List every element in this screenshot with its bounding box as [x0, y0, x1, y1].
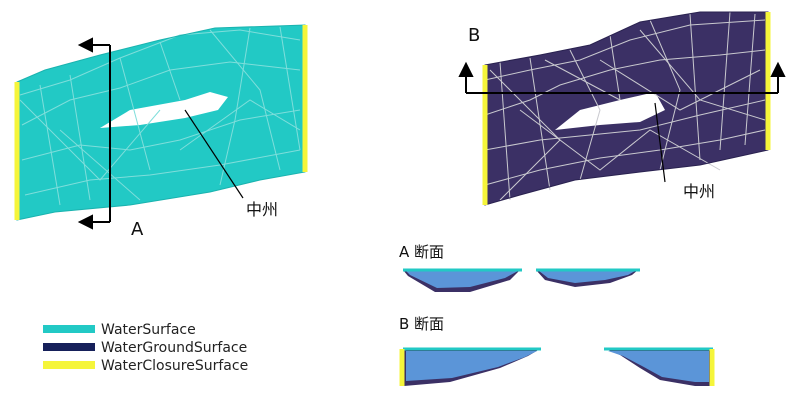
island-label-right: 中州 [683, 182, 715, 201]
section-b-title: B 断面 [399, 315, 444, 333]
legend-label-closure-surface: WaterClosureSurface [101, 358, 248, 374]
legend: WaterSurface WaterGroundSurface WaterClo… [43, 322, 248, 374]
legend-swatch-closure-surface [43, 361, 95, 369]
island-label-left: 中州 [246, 200, 278, 219]
water-surface-mesh [17, 25, 305, 220]
legend-swatch-ground-surface [43, 343, 95, 351]
section-a-title: A 断面 [399, 243, 444, 261]
section-a-label: A [131, 219, 144, 240]
legend-label-water-surface: WaterSurface [101, 322, 196, 338]
legend-label-ground-surface: WaterGroundSurface [101, 340, 247, 356]
section-a-profile [403, 270, 640, 292]
ground-surface-mesh [485, 12, 768, 205]
legend-swatch-water-surface [43, 325, 95, 333]
section-b-label: B [468, 25, 480, 46]
section-b-profile [402, 349, 713, 386]
